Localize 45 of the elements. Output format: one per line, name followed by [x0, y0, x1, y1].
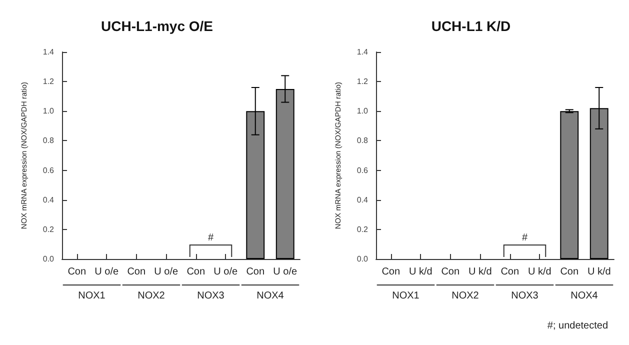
y-tick-label: 1.0: [42, 106, 55, 116]
y-tick-label: 1.2: [356, 77, 369, 86]
text: NOX1: [78, 290, 106, 302]
x-tick-label: Con: [382, 266, 400, 278]
text: NOX3: [197, 290, 225, 302]
text: NOX3: [511, 290, 539, 302]
y-tick-label: 0.0: [356, 254, 369, 264]
text: NOX4: [570, 290, 598, 302]
x-tick-label: Con: [68, 266, 86, 278]
y-tick-label: 0.4: [356, 195, 369, 204]
x-tick-label: Con: [246, 266, 265, 278]
y-tick-label: 0.8: [42, 136, 55, 146]
x-tick-label: Con: [500, 266, 520, 278]
y-tick-label: 0.2: [356, 224, 369, 234]
x-tick-label: U k/d: [528, 266, 552, 278]
text: NOX4: [256, 290, 284, 302]
y-tick-label: 1.0: [356, 106, 369, 116]
x-tick-label: Con: [186, 266, 206, 278]
y-tick-label: 1.2: [42, 77, 55, 86]
chart-title: UCH-L1 K/D: [431, 18, 511, 34]
x-tick-label: U o/e: [94, 266, 120, 278]
text: NOX2: [138, 290, 166, 302]
chart-title: UCH-L1-myc O/E: [100, 18, 214, 34]
annotation: #: [208, 232, 214, 244]
x-tick-label: U o/e: [214, 266, 238, 278]
x-tick-label: Con: [560, 266, 579, 278]
x-tick-label: U k/d: [468, 266, 492, 278]
y-tick-label: 1.4: [42, 48, 55, 56]
y-tick-label: 1.4: [356, 48, 369, 56]
text: NOX1: [392, 290, 420, 302]
x-tick-label: Con: [441, 266, 460, 278]
x-tick-label: Con: [127, 266, 146, 278]
y-tick-label: 0.2: [42, 224, 55, 234]
x-tick-label: U k/d: [587, 266, 611, 278]
y-tick-label: 0.6: [356, 166, 369, 175]
y-tick-label: 0.8: [356, 136, 369, 146]
x-tick-label: U o/e: [154, 266, 179, 278]
y-tick-label: 0.6: [42, 166, 55, 175]
annotation: #: [522, 232, 528, 244]
x-tick-label: U o/e: [273, 266, 298, 278]
y-tick-label: 0.4: [42, 195, 55, 204]
y-tick-label: 0.0: [42, 254, 55, 264]
text: NOX2: [452, 290, 480, 302]
text: #; undetected: [547, 320, 608, 332]
x-tick-label: U k/d: [408, 266, 432, 278]
